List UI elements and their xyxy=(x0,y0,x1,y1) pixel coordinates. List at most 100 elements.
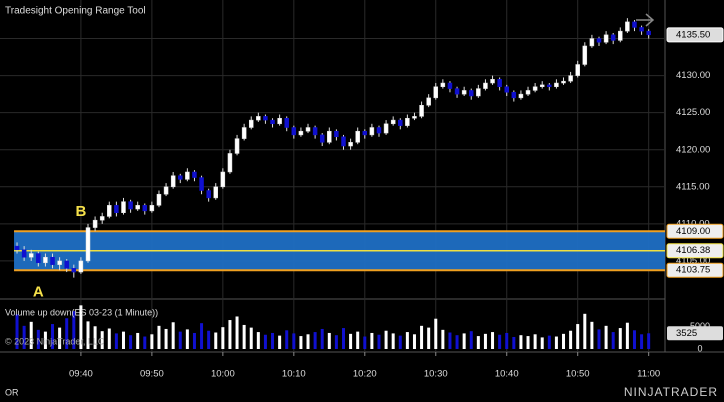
volume-bar xyxy=(299,336,303,349)
candle-body xyxy=(71,268,77,273)
candle-body xyxy=(610,34,616,41)
volume-bar xyxy=(320,328,324,349)
volume-bar xyxy=(604,325,608,349)
volume-bar xyxy=(150,334,154,349)
x-tick-label: 10:10 xyxy=(282,369,306,380)
volume-bar xyxy=(611,332,615,349)
candle-body xyxy=(163,186,169,195)
candle-body xyxy=(405,117,410,126)
candle-body xyxy=(206,190,211,199)
volume-bar xyxy=(618,328,622,349)
candle-body xyxy=(383,123,389,134)
volume-bar xyxy=(79,305,83,349)
candle-body xyxy=(461,90,467,95)
candle-body xyxy=(355,130,360,143)
candle-body xyxy=(440,82,446,87)
candle-body xyxy=(334,130,339,138)
volume-bar xyxy=(171,322,175,349)
candle-body xyxy=(582,45,588,65)
volume-bar xyxy=(228,320,232,349)
x-tick-label: 10:40 xyxy=(495,369,519,380)
candle-body xyxy=(199,177,204,191)
candle-body xyxy=(43,256,48,264)
volume-bar xyxy=(192,332,196,349)
candle-body xyxy=(376,127,382,134)
volume-bar xyxy=(377,334,381,349)
volume-bar xyxy=(448,332,452,349)
candle-body xyxy=(568,75,573,82)
candle-body xyxy=(525,90,531,95)
volume-bar xyxy=(292,333,296,349)
candle-body xyxy=(632,21,637,28)
candle-body xyxy=(362,130,368,136)
candle-body xyxy=(490,79,495,84)
volume-bar xyxy=(391,333,395,349)
volume-bar xyxy=(363,336,367,349)
opening-range xyxy=(14,230,666,272)
volume-bar xyxy=(505,332,509,349)
volume-bar xyxy=(491,332,495,349)
x-tick-label: 09:50 xyxy=(140,369,164,380)
y-tick-label: 4105.00 xyxy=(676,255,710,266)
volume-bar xyxy=(86,321,90,349)
candle-body xyxy=(213,186,219,199)
range-low-label-box xyxy=(666,262,724,278)
candle-body xyxy=(327,130,332,143)
candle-body xyxy=(256,116,261,121)
marks xyxy=(14,18,651,349)
x-tick-label: 11:00 xyxy=(637,369,660,380)
volume-tick-label: 0 xyxy=(697,343,702,353)
volume-bar xyxy=(462,333,466,349)
last-price-label: 4135.50 xyxy=(676,29,710,40)
candle-body xyxy=(114,205,119,214)
candle-body xyxy=(85,227,91,262)
candle-body xyxy=(603,34,609,43)
candle-body xyxy=(426,97,431,106)
candle-body xyxy=(433,86,439,99)
candle-body xyxy=(36,253,41,264)
volume-bar xyxy=(43,331,47,349)
volume-bar xyxy=(327,332,331,349)
candle-body xyxy=(50,256,55,265)
candle-body xyxy=(107,205,112,217)
candle-body xyxy=(511,92,517,99)
volume-bar xyxy=(306,334,310,349)
range-low-label: 4103.75 xyxy=(676,265,710,276)
scroll-arrow[interactable] xyxy=(636,13,655,27)
volume-bar xyxy=(100,331,104,349)
volume-bar xyxy=(349,333,353,349)
candle-body xyxy=(518,93,524,99)
candle-body xyxy=(554,82,559,87)
volume-bar xyxy=(455,335,459,349)
volume-bar xyxy=(107,328,111,349)
volume-bar xyxy=(72,311,76,349)
volume-last-label: 3525 xyxy=(676,328,697,339)
annotation: A xyxy=(33,283,44,300)
volume-bar xyxy=(498,334,502,349)
candle-body xyxy=(234,138,240,154)
volume-bar xyxy=(420,325,424,349)
candle-body xyxy=(128,201,133,210)
x-tick-label: 10:50 xyxy=(566,369,590,380)
x-tick-label: 10:30 xyxy=(424,369,448,380)
candle-body xyxy=(596,38,602,43)
volume-bar xyxy=(143,336,147,349)
candle-body xyxy=(178,175,183,180)
y-tick-label: 4130.00 xyxy=(676,70,710,81)
candle-body xyxy=(270,119,275,125)
candle-body xyxy=(305,127,311,132)
volume-bar xyxy=(256,332,260,349)
x-tick-label: 10:00 xyxy=(211,369,235,380)
range-high-label-box xyxy=(666,223,724,239)
grid xyxy=(0,0,665,352)
volume-bar xyxy=(640,334,644,349)
candle-body xyxy=(312,127,318,136)
candle-body xyxy=(263,116,268,121)
volume-bar xyxy=(562,333,566,349)
volume-bar xyxy=(178,331,182,349)
annotation: B xyxy=(75,203,86,220)
volume-bar xyxy=(58,327,62,349)
volume-last-box xyxy=(667,326,723,341)
y-tick-label: 4120.00 xyxy=(676,144,710,155)
